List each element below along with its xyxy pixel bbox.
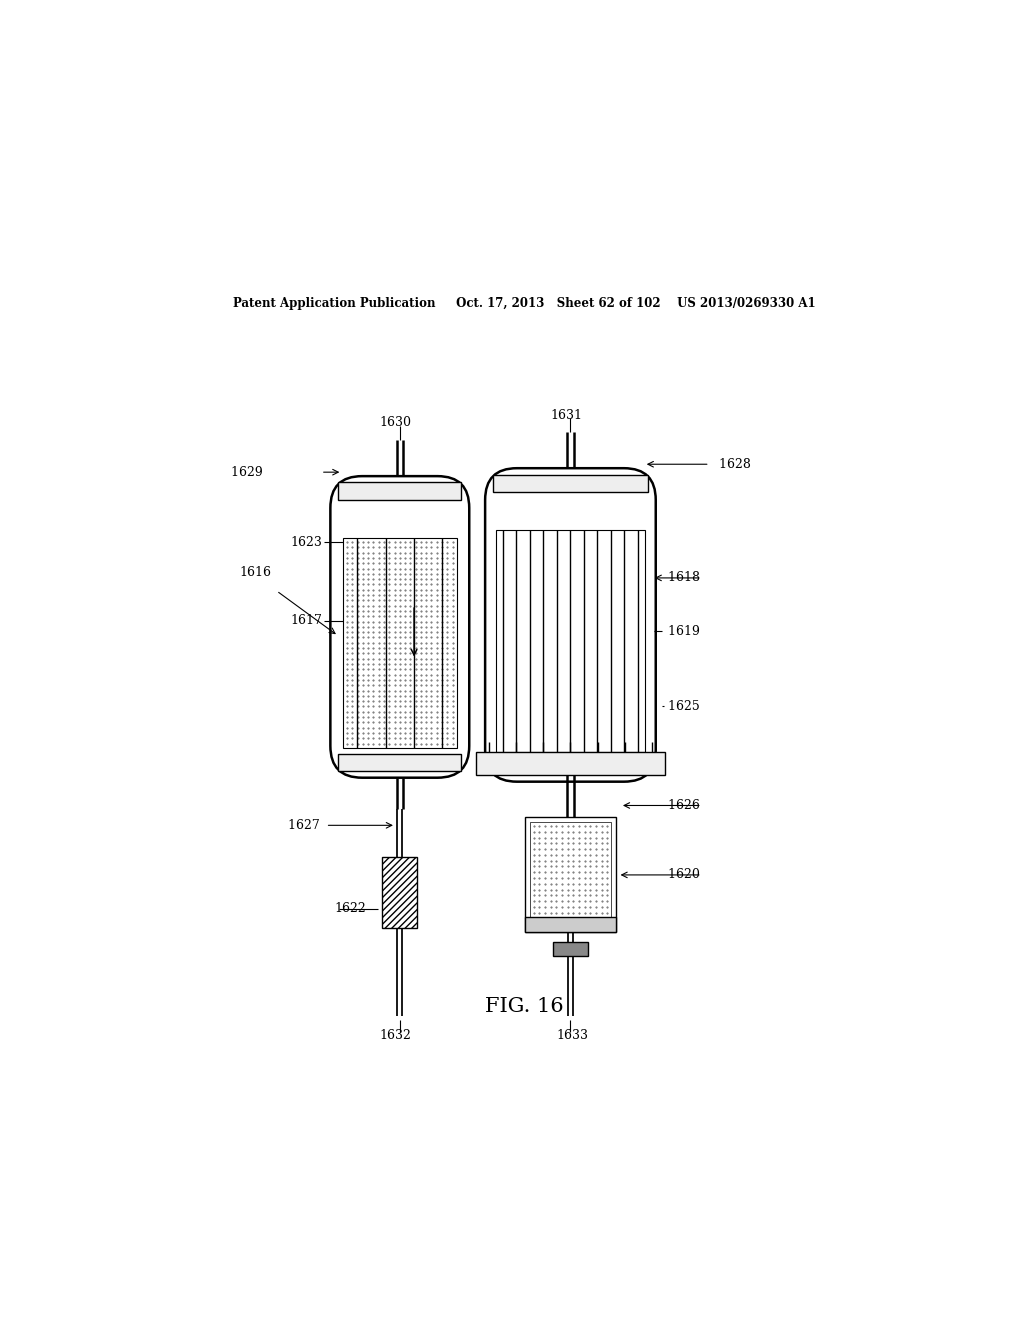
Bar (494, 475, 648, 492)
Text: Patent Application Publication     Oct. 17, 2013   Sheet 62 of 102    US 2013/02: Patent Application Publication Oct. 17, … (233, 297, 816, 310)
Text: 1625: 1625 (664, 700, 699, 713)
FancyBboxPatch shape (331, 477, 469, 777)
Text: 1617: 1617 (291, 614, 323, 627)
Bar (475, 751, 666, 775)
Text: 1623: 1623 (291, 536, 323, 549)
Text: 1619: 1619 (664, 624, 699, 638)
Bar (338, 483, 462, 500)
Text: 1628: 1628 (715, 458, 752, 471)
Text: 1616: 1616 (240, 566, 271, 579)
Bar (338, 754, 462, 771)
FancyBboxPatch shape (485, 469, 655, 781)
Bar (382, 857, 417, 928)
Text: 1626: 1626 (664, 799, 699, 812)
Bar (343, 539, 457, 747)
Text: 1620: 1620 (664, 869, 699, 882)
Text: 1627: 1627 (289, 818, 324, 832)
Text: 1622: 1622 (335, 902, 367, 915)
Bar (524, 817, 616, 932)
Bar (529, 822, 611, 916)
Text: 1629: 1629 (231, 466, 267, 479)
Text: 1631: 1631 (551, 408, 583, 421)
Bar (497, 531, 645, 751)
Text: 1630: 1630 (380, 417, 412, 429)
Text: 1618: 1618 (664, 572, 699, 585)
Text: 1633: 1633 (556, 1030, 588, 1041)
Bar (553, 942, 588, 956)
Bar (524, 916, 616, 932)
Text: 1632: 1632 (380, 1030, 412, 1041)
Text: FIG. 16: FIG. 16 (485, 997, 564, 1016)
